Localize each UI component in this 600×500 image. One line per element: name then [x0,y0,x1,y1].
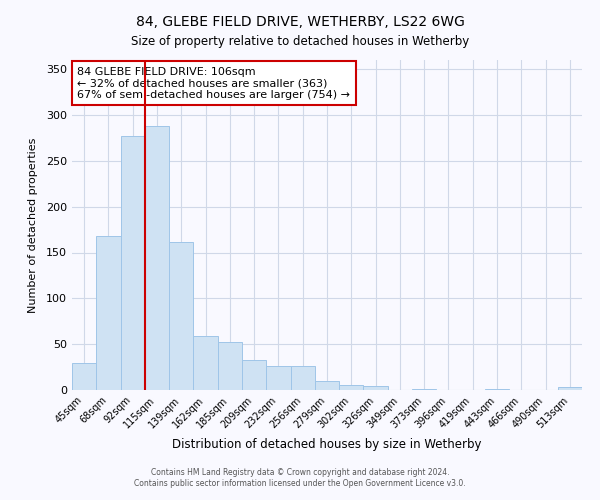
Bar [485,389,509,390]
Bar [121,136,145,390]
Bar [290,366,315,390]
Bar [364,386,388,390]
Bar [193,336,218,390]
Y-axis label: Number of detached properties: Number of detached properties [28,138,38,312]
Bar [339,386,364,390]
Text: Size of property relative to detached houses in Wetherby: Size of property relative to detached ho… [131,35,469,48]
Text: 84, GLEBE FIELD DRIVE, WETHERBY, LS22 6WG: 84, GLEBE FIELD DRIVE, WETHERBY, LS22 6W… [136,15,464,29]
Bar [315,381,339,390]
Bar [242,360,266,390]
Bar [96,236,121,390]
Text: 84 GLEBE FIELD DRIVE: 106sqm
← 32% of detached houses are smaller (363)
67% of s: 84 GLEBE FIELD DRIVE: 106sqm ← 32% of de… [77,66,350,100]
Bar [169,242,193,390]
Bar [266,366,290,390]
Text: Contains HM Land Registry data © Crown copyright and database right 2024.
Contai: Contains HM Land Registry data © Crown c… [134,468,466,487]
Bar [145,126,169,390]
X-axis label: Distribution of detached houses by size in Wetherby: Distribution of detached houses by size … [172,438,482,451]
Bar [72,364,96,390]
Bar [412,389,436,390]
Bar [558,387,582,390]
Bar [218,342,242,390]
